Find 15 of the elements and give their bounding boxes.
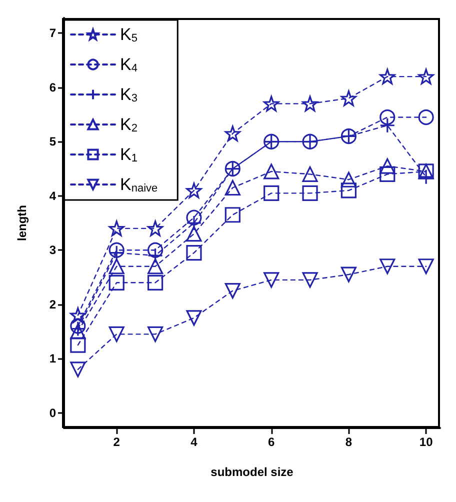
y-tick-label: 6 bbox=[49, 80, 56, 94]
y-tick-label: 7 bbox=[49, 26, 56, 40]
y-tick-label: 2 bbox=[49, 297, 56, 312]
x-tick-label: 6 bbox=[268, 435, 275, 449]
y-axis-title: length bbox=[15, 205, 29, 241]
x-tick-label: 10 bbox=[419, 435, 434, 449]
y-tick-label: 4 bbox=[49, 188, 56, 203]
y-tick-label: 5 bbox=[49, 134, 56, 149]
y-tick-label: 0 bbox=[49, 406, 56, 420]
x-tick-label: 8 bbox=[345, 435, 352, 449]
y-tick-label: 1 bbox=[49, 352, 56, 366]
x-tick-label: 2 bbox=[113, 435, 120, 449]
y-tick-label: 3 bbox=[49, 243, 56, 258]
x-tick-label: 4 bbox=[190, 435, 198, 449]
x-axis-title: submodel size bbox=[210, 465, 294, 479]
